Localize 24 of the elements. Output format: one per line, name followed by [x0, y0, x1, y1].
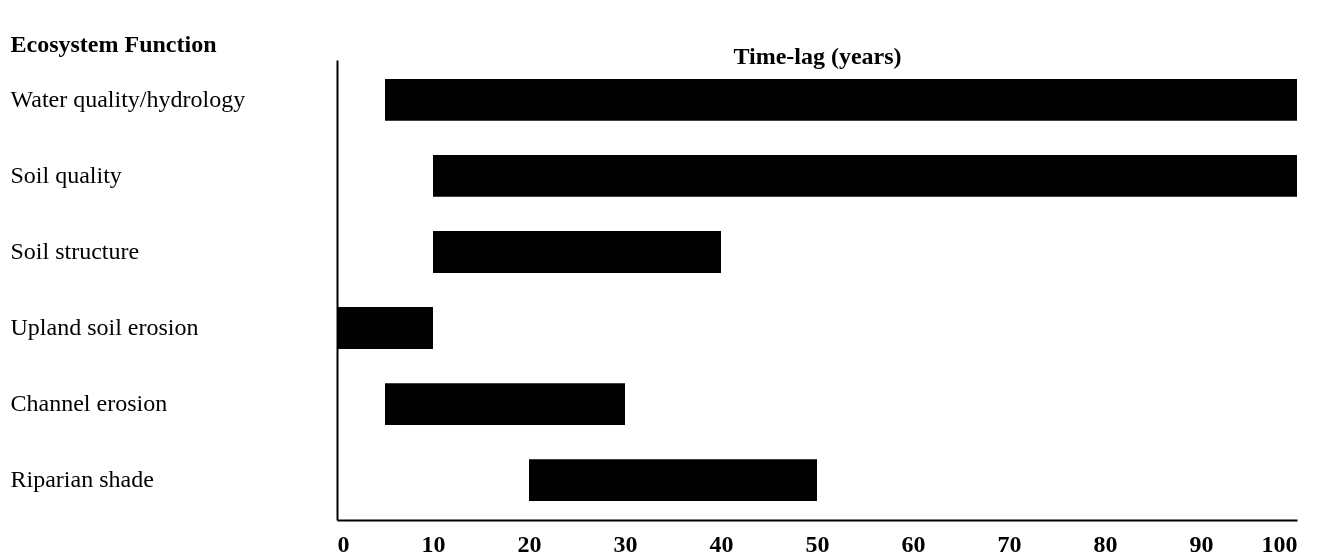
y-tick-label: Water quality/hydrology — [10, 85, 246, 112]
y-tick-label: Upland soil erosion — [10, 314, 199, 341]
y-tick-label: Channel erosion — [10, 390, 168, 417]
x-tick-label: 0 — [337, 530, 350, 557]
x-tick-label: 100 — [1261, 530, 1298, 557]
x-tick-label: 60 — [901, 530, 926, 557]
y-tick-label: Riparian shade — [10, 466, 154, 493]
x-axis-title: Time-lag (years) — [733, 42, 902, 69]
y-tick-label: Soil quality — [10, 161, 122, 188]
bar — [529, 459, 817, 501]
bar — [433, 155, 1297, 197]
bar — [385, 79, 1297, 121]
y-axis-title: Ecosystem Function — [10, 30, 217, 57]
x-tick-label: 50 — [805, 530, 830, 557]
x-tick-label: 20 — [517, 530, 542, 557]
y-tick-label: Soil structure — [10, 237, 140, 264]
bar — [433, 231, 721, 273]
x-tick-label: 80 — [1093, 530, 1118, 557]
x-tick-label: 40 — [709, 530, 734, 557]
bar — [385, 383, 625, 425]
x-tick-label: 10 — [421, 530, 446, 557]
x-tick-label: 90 — [1189, 530, 1214, 557]
x-tick-label: 70 — [997, 530, 1022, 557]
x-tick-label: 30 — [613, 530, 638, 557]
